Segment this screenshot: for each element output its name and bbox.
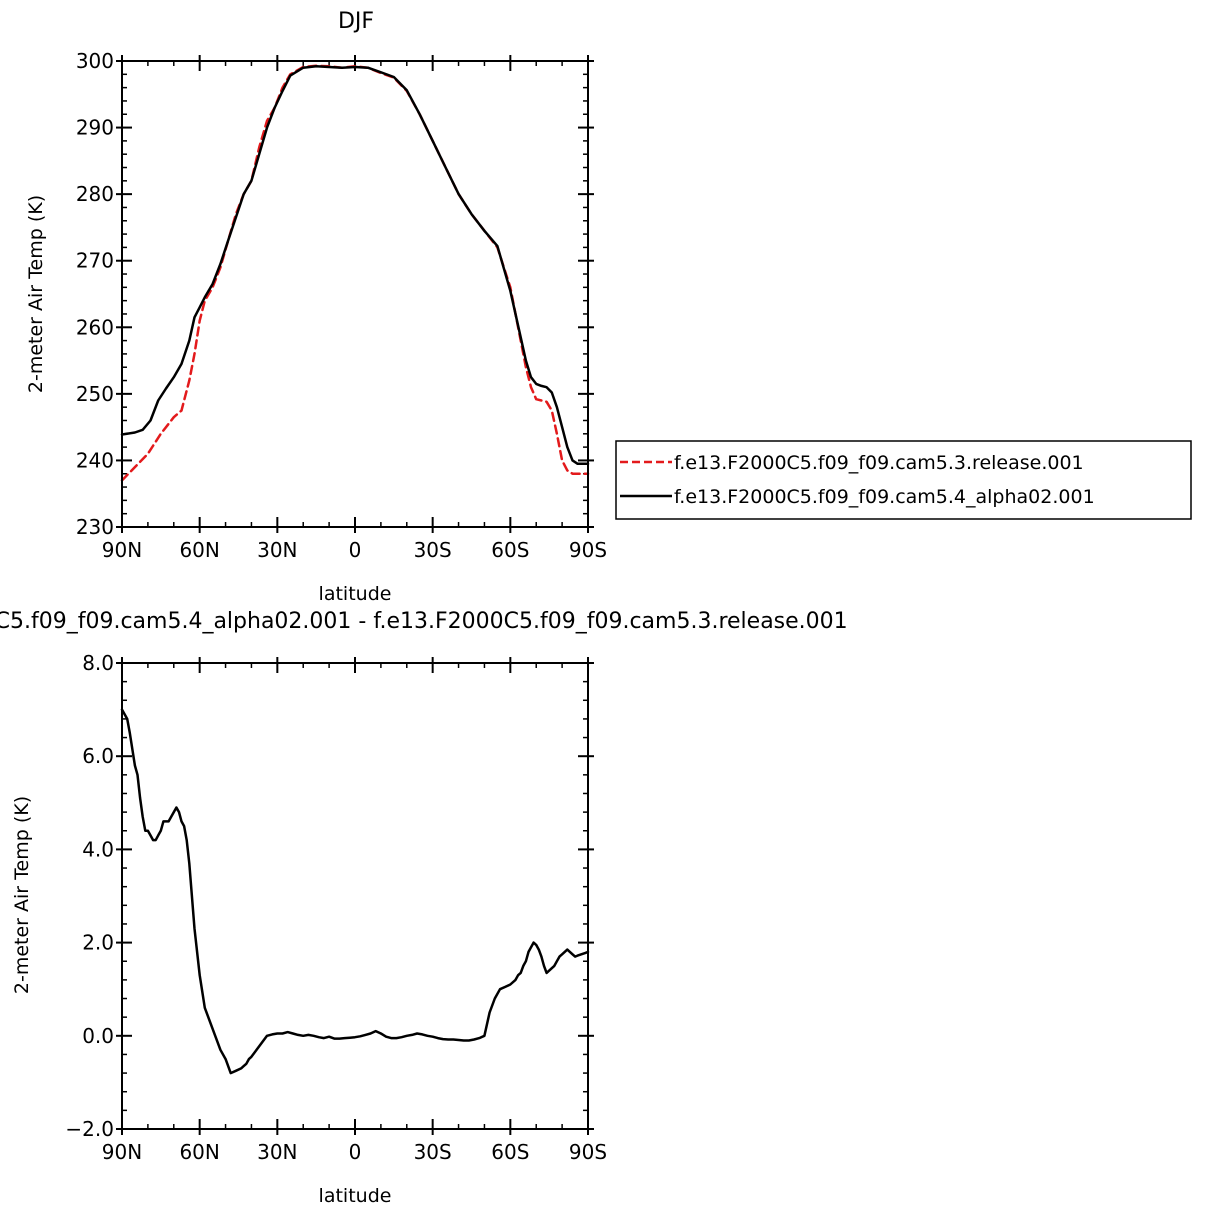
top-xtick-label: 60N bbox=[179, 538, 219, 562]
bottom-chart-series bbox=[120, 708, 590, 1075]
bottom-chart-frame bbox=[121, 662, 589, 1130]
bottom-ytick-label: −2.0 bbox=[65, 1117, 114, 1141]
top-ytick-label: 290 bbox=[76, 116, 114, 140]
top-ytick-label: 280 bbox=[76, 182, 114, 206]
bottom-chart-title: f.e13.F2000C5.f09_f09.cam5.4_alpha02.001… bbox=[0, 609, 848, 634]
bottom-ytick-label: 8.0 bbox=[82, 651, 114, 675]
top-ytick-label: 230 bbox=[76, 515, 114, 539]
top-xtick-label: 60S bbox=[491, 538, 529, 562]
top-xtick-label: 90S bbox=[569, 538, 607, 562]
top-ytick-label: 270 bbox=[76, 249, 114, 273]
bottom-ytick-label: 4.0 bbox=[82, 837, 114, 861]
top-chart-frame bbox=[121, 60, 589, 528]
top-chart-series bbox=[120, 64, 590, 482]
top-ytick-label: 260 bbox=[76, 315, 114, 339]
top-xtick-label: 0 bbox=[349, 538, 362, 562]
bottom-xtick-label: 60S bbox=[491, 1140, 529, 1164]
legend-box bbox=[615, 440, 1192, 520]
top-chart-panel: DJF 90N 60N 30N 0 30S 60S 90S 230 240 250 260 270 28… bbox=[25, 9, 607, 605]
legend-label-release: f.e13.F2000C5.f09_f09.cam5.3.release.001 bbox=[674, 452, 1084, 474]
top-chart-title: DJF bbox=[338, 9, 374, 34]
bottom-xtick-label: 30N bbox=[257, 1140, 297, 1164]
bottom-ytick-label: 2.0 bbox=[82, 931, 114, 955]
top-ytick-label: 300 bbox=[76, 49, 114, 73]
top-chart-ylabel: 2-meter Air Temp (K) bbox=[25, 195, 47, 393]
bottom-chart-ylabel: 2-meter Air Temp (K) bbox=[11, 796, 33, 994]
bottom-ytick-label: 0.0 bbox=[82, 1024, 114, 1048]
bottom-ytick-label: 6.0 bbox=[82, 744, 114, 768]
top-chart-legend: f.e13.F2000C5.f09_f09.cam5.3.release.001… bbox=[615, 440, 1192, 520]
bottom-chart-xlabel: latitude bbox=[319, 1185, 392, 1207]
top-xtick-label: 30S bbox=[414, 538, 452, 562]
legend-label-alpha: f.e13.F2000C5.f09_f09.cam5.4_alpha02.001 bbox=[674, 486, 1095, 508]
top-ytick-label: 250 bbox=[76, 382, 114, 406]
bottom-xtick-label: 30S bbox=[414, 1140, 452, 1164]
top-series-line-1 bbox=[120, 65, 590, 466]
top-xtick-label: 90N bbox=[102, 538, 142, 562]
bottom-xtick-label: 0 bbox=[349, 1140, 362, 1164]
top-xtick-label: 30N bbox=[257, 538, 297, 562]
bottom-xtick-label: 60N bbox=[179, 1140, 219, 1164]
bottom-chart-panel: f.e13.F2000C5.f09_f09.cam5.4_alpha02.001… bbox=[0, 609, 848, 1207]
top-chart-xlabel: latitude bbox=[319, 583, 392, 605]
bottom-xtick-label: 90S bbox=[569, 1140, 607, 1164]
top-ytick-label: 240 bbox=[76, 448, 114, 472]
bottom-xtick-label: 90N bbox=[102, 1140, 142, 1164]
bottom-series-line-0 bbox=[120, 708, 590, 1075]
